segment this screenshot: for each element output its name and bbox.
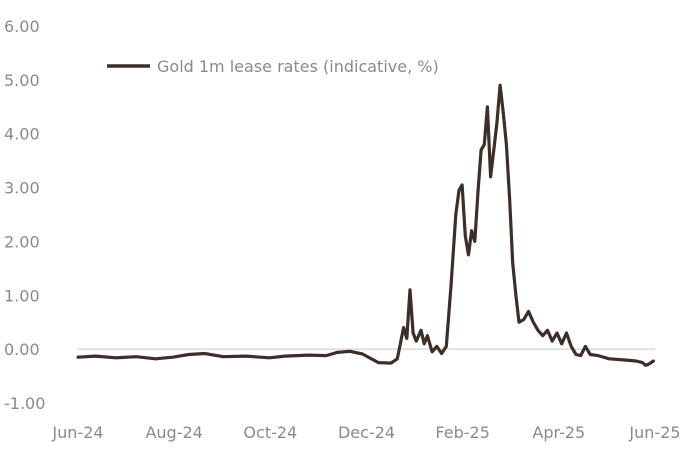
- x-axis-ticks: Jun-24 Aug-24 Oct-24 Dec-24 Feb-25 Apr-25 Jun-…: [51, 423, 680, 442]
- x-tick-label: Jun-25: [628, 423, 680, 442]
- y-tick-label: 6.00: [4, 17, 40, 36]
- y-tick-label: 2.00: [4, 232, 40, 251]
- legend: Gold 1m lease rates (indicative, %): [107, 57, 439, 76]
- x-tick-label: Feb-25: [435, 423, 489, 442]
- y-tick-label: 3.00: [4, 179, 40, 198]
- y-tick-label: 5.00: [4, 71, 40, 90]
- y-tick-label: -1.00: [4, 394, 45, 413]
- y-tick-label: 1.00: [4, 286, 40, 305]
- y-tick-label: 4.00: [4, 125, 40, 144]
- x-tick-label: Apr-25: [532, 423, 585, 442]
- x-tick-label: Aug-24: [145, 423, 202, 442]
- x-tick-label: Oct-24: [243, 423, 297, 442]
- x-tick-label: Jun-24: [51, 423, 103, 442]
- legend-label: Gold 1m lease rates (indicative, %): [157, 57, 439, 76]
- x-tick-label: Dec-24: [338, 423, 395, 442]
- y-axis-ticks: 6.00 5.00 4.00 3.00 2.00 1.00 0.00 -1.00: [4, 17, 45, 413]
- y-tick-label: 0.00: [4, 340, 40, 359]
- series-line-gold-lease-rate: [76, 83, 655, 367]
